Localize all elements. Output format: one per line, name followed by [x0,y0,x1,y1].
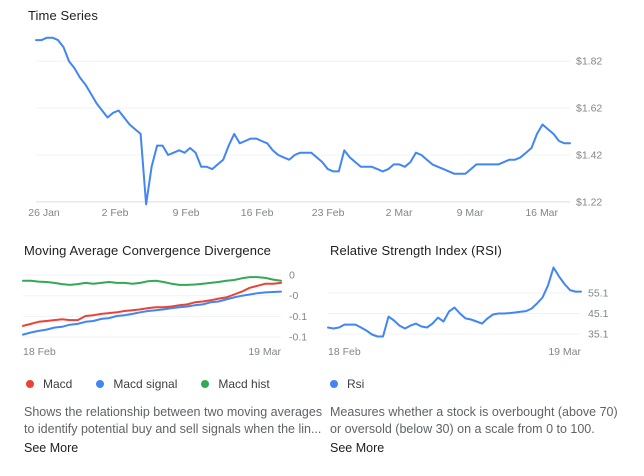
y-tick-label: 0 [289,270,295,282]
rsi-legend: Rsi [330,377,364,391]
legend-label: Macd hist [218,377,270,391]
y-tick-label: 35.1 [588,329,609,341]
y-tick-label: 45.1 [588,308,609,320]
y-tick-label: $1.62 [576,103,602,115]
legend-item-macd[interactable]: Macd [26,377,72,391]
x-tick-label: 19 Mar [248,346,281,358]
y-tick-label: $1.82 [576,56,602,68]
legend-label: Macd signal [113,377,178,391]
x-tick-label: 2 Feb [102,207,129,219]
x-tick-label: 16 Feb [241,207,274,219]
macd-see-more-link[interactable]: See More [24,441,79,455]
macd-hist-series-dot-icon [201,380,210,388]
rsi-title: Relative Strength Index (RSI) [330,243,502,258]
legend-label: Macd [43,377,73,391]
x-tick-label: 23 Feb [312,207,345,219]
y-tick-label: -0 [289,290,298,302]
rsi-plot[interactable]: 55.1 45.1 35.1 18 Feb 19 Mar [327,266,609,359]
series-line-rsi [327,266,582,338]
x-tick-label: 2 Mar [386,207,413,219]
x-tick-label: 19 Mar [548,346,581,358]
series-line-macd-hist [22,276,282,286]
x-tick-label: 9 Feb [173,207,200,219]
macd-series-dot-icon [26,380,34,388]
x-tick-label: 26 Jan [28,207,60,219]
rsi-see-more-link[interactable]: See More [330,441,385,455]
macd-legend: Macd Macd signal Macd hist [26,377,270,391]
macd-description: Shows the relationship between two movin… [24,405,323,436]
series-line-macd [22,281,282,327]
x-tick-label: 9 Mar [457,207,484,219]
y-tick-label: -0.1 [289,311,307,323]
legend-label: Rsi [347,377,365,391]
macd-plot[interactable]: 0 -0 -0.1 -0.1 18 Feb 19 Mar [22,270,307,359]
x-tick-label: 16 Mar [525,207,558,219]
series-line-macd-signal [22,290,282,336]
legend-item-macd-signal[interactable]: Macd signal [96,377,177,391]
x-tick-label: 18 Feb [328,346,361,358]
x-tick-label: 18 Feb [23,346,56,358]
y-tick-label: $1.22 [576,196,602,208]
y-tick-label: $1.42 [576,150,602,162]
time-series-title: Time Series [28,8,98,23]
rsi-description: Measures whether a stock is overbought (… [330,405,618,436]
y-tick-label: 55.1 [588,288,609,300]
series-line-price [35,36,571,206]
rsi-series-dot-icon [330,380,338,388]
time-series-plot[interactable]: $1.82 $1.62 $1.42 $1.22 26 Jan 2 Feb 9 Feb 16 F… [28,36,602,219]
legend-item-macd-hist[interactable]: Macd hist [201,377,270,391]
legend-item-rsi[interactable]: Rsi [330,377,364,391]
y-tick-label: -0.1 [289,332,307,344]
macd-title: Moving Average Convergence Divergence [24,243,271,258]
macd-signal-series-dot-icon [96,380,105,388]
